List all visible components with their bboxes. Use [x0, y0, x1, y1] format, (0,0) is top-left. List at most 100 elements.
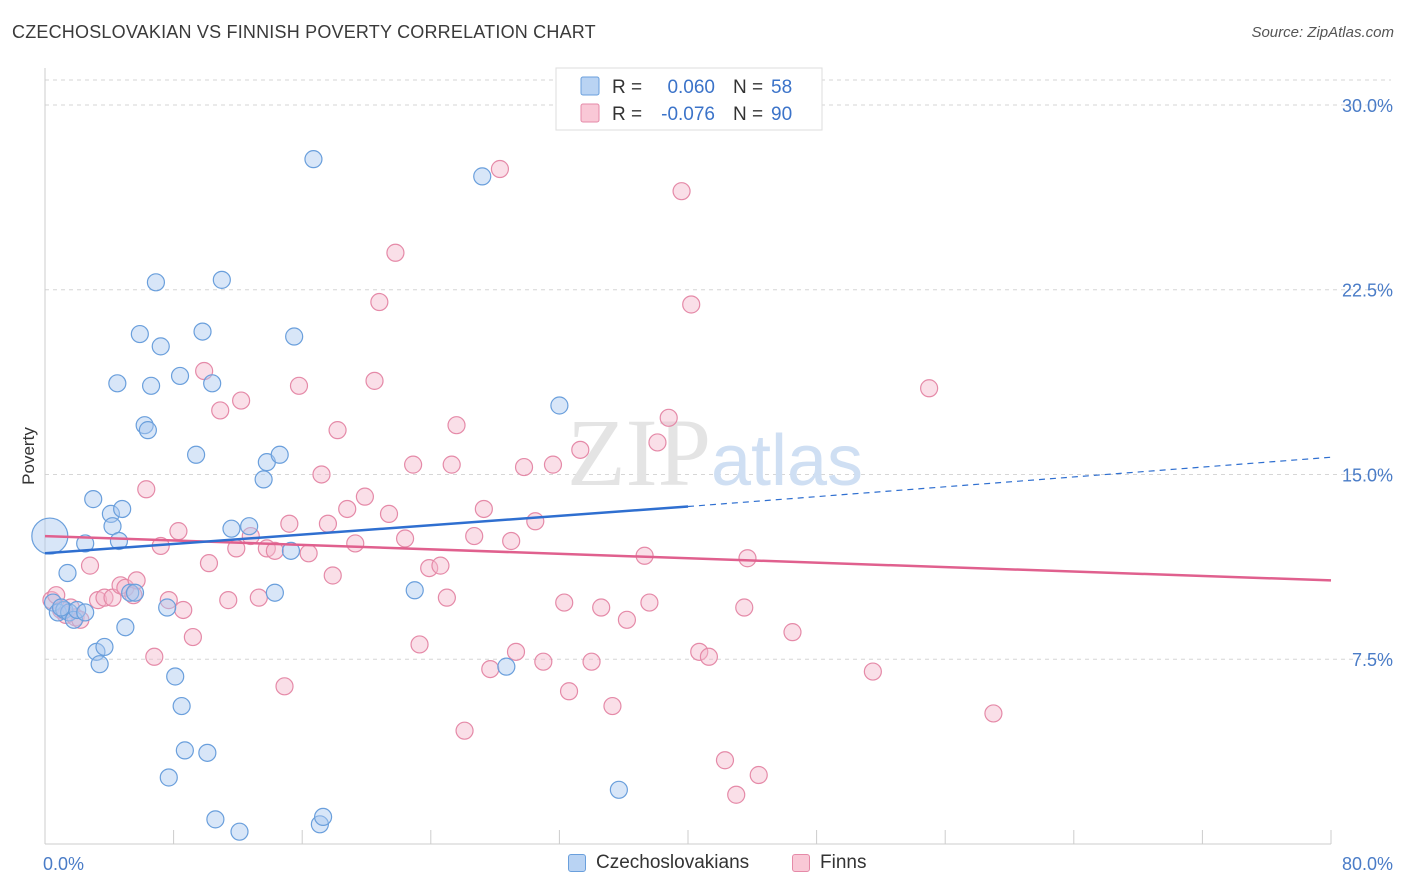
finns-point [137, 480, 156, 499]
finns-point [582, 652, 601, 671]
finns-point [346, 534, 365, 553]
finns-point [506, 642, 526, 661]
finns-point [699, 647, 718, 666]
czechoslovakians-point [281, 541, 301, 560]
finns-point [715, 751, 735, 770]
czechoslovakians-point [240, 517, 259, 536]
finns-point [455, 721, 474, 740]
czechoslovakians-point [198, 743, 217, 762]
finns-point [183, 627, 202, 647]
finns-point [318, 514, 338, 533]
legend-r-value-1: 0.060 [667, 77, 715, 98]
finns-point [543, 455, 563, 474]
y-tick-label: 30.0% [1342, 96, 1393, 116]
finns-point [474, 499, 493, 519]
czechoslovakians-point [95, 637, 114, 657]
watermark-zip: ZIP [567, 399, 711, 506]
bottom-legend-czechoslovakians: Czechoslovakians [568, 852, 749, 874]
finns-point [379, 504, 399, 523]
finns-point [447, 416, 466, 435]
legend-n-value-2: 90 [771, 104, 792, 125]
finns-point [555, 593, 574, 612]
finns-point [355, 487, 374, 506]
y-tick-label: 7.5% [1352, 650, 1393, 670]
finns-point [502, 531, 521, 551]
finns-point [289, 376, 309, 395]
czechoslovakians-trend-extension [687, 456, 1332, 508]
czechoslovakians-point [141, 376, 161, 395]
finns-point [280, 514, 299, 533]
finns-point [682, 295, 701, 314]
finns-point [617, 610, 637, 629]
x-tick-label-max: 80.0% [1342, 854, 1393, 874]
axes [44, 68, 1332, 845]
x-tick-labels: 0.0% 80.0% [43, 854, 1393, 874]
finns-point [437, 588, 456, 607]
finns-point [603, 696, 622, 716]
legend-swatch-pink [580, 103, 600, 123]
finns-point [410, 635, 429, 654]
watermark-atlas: atlas [711, 421, 863, 501]
finns-point [481, 659, 500, 679]
czechoslovakians-point [51, 598, 71, 617]
czechoslovakians-point [254, 470, 273, 489]
czechoslovakians-point [116, 618, 135, 637]
finns-point [738, 549, 757, 568]
czechoslovakians-point [64, 610, 84, 629]
finns-point [863, 662, 882, 681]
czechoslovakians-point [313, 807, 333, 827]
finns-point [265, 541, 284, 560]
finns-point [174, 600, 193, 620]
finns-point [365, 371, 384, 390]
czechoslovakians-point [222, 519, 241, 538]
finns-point [727, 785, 746, 804]
czechoslovakians-point [187, 445, 206, 464]
czechoslovakians-point [113, 499, 132, 519]
finns-point [735, 598, 754, 617]
czechoslovakians-point [270, 445, 289, 464]
watermark: ZIPatlas [567, 399, 863, 506]
bottom-legend-swatch-pink [792, 854, 810, 872]
czechoslovakians-point [76, 534, 95, 553]
bottom-legend-label-czechoslovakians: Czechoslovakians [596, 852, 750, 873]
czechoslovakians-point [58, 563, 77, 583]
legend-swatch-blue [580, 76, 600, 96]
czechoslovakians-point [473, 167, 492, 186]
y-axis-label: Poverty [19, 427, 38, 485]
finns-point [431, 556, 450, 575]
finns-point [312, 465, 331, 484]
finns-point [219, 591, 238, 610]
finns-point [672, 182, 691, 201]
finns-point [984, 704, 1003, 723]
czechoslovakians-point [121, 583, 140, 602]
czechoslovakians-point [206, 810, 225, 829]
finns-point [338, 499, 357, 519]
czechoslovakians-point [159, 768, 178, 787]
czechoslovakians-point [285, 327, 304, 346]
legend-box: R = 0.060 N = 58 R = -0.076 N = 90 [555, 67, 823, 131]
finns-point [404, 455, 423, 474]
finns-point [465, 526, 484, 546]
czechoslovakians-point [212, 270, 231, 289]
czechoslovakians-point [151, 337, 170, 356]
czechoslovakians-point [230, 822, 249, 841]
chart-title: CZECHOSLOVAKIAN VS FINNISH POVERTY CORRE… [12, 22, 596, 42]
finns-point [159, 591, 178, 610]
czechoslovakians-point [109, 531, 129, 551]
finns-point [659, 408, 678, 427]
czechoslovakians-point [166, 667, 185, 686]
czechoslovakians-point [125, 583, 145, 602]
bottom-legend-label-finns: Finns [820, 852, 867, 873]
czechoslovakians-point [76, 603, 95, 622]
czechoslovakians-point [108, 374, 127, 393]
y-tick-label: 15.0% [1342, 465, 1393, 485]
finns-point [640, 593, 659, 612]
y-tick-label: 22.5% [1342, 281, 1393, 301]
finns-point [275, 677, 294, 696]
finns-point [211, 401, 230, 420]
series-finns [42, 159, 1003, 804]
czechoslovakians-point [84, 490, 103, 509]
trend-lines [44, 456, 1332, 582]
finns-point [648, 433, 667, 452]
